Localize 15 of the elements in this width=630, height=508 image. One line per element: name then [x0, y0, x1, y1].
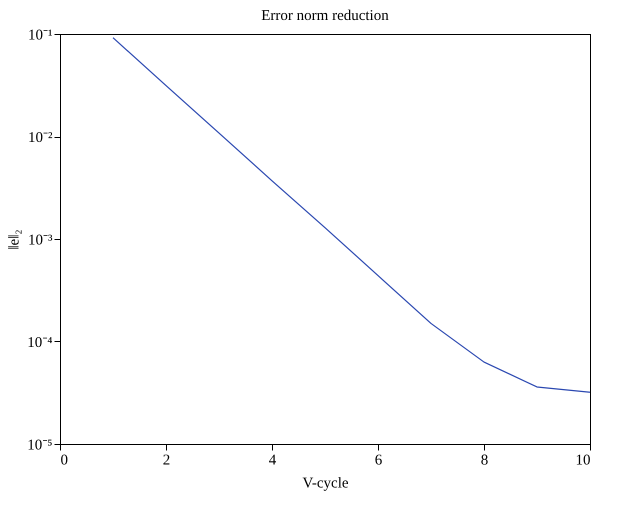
x-tick-label: 0	[60, 452, 68, 468]
x-tick-label: 2	[162, 452, 170, 468]
x-tick-label: 4	[268, 452, 277, 468]
x-tick-label: 10	[576, 452, 590, 468]
y-tick-label: 10⁻²	[28, 130, 53, 146]
x-axis-title: V-cycle	[302, 476, 349, 492]
chart-title: Error norm reduction	[261, 8, 390, 24]
y-tick-label: 10⁻³	[28, 232, 53, 248]
y-axis-title: ‖e‖₂	[6, 229, 22, 250]
x-tick-label: 8	[480, 452, 488, 468]
y-tick-label: 10⁻⁴	[27, 335, 52, 351]
y-tick-label: 10⁻¹	[28, 28, 52, 44]
x-tick-label: 6	[374, 452, 383, 468]
line-series	[112, 37, 591, 393]
y-tick-label: 10⁻⁵	[27, 438, 52, 454]
